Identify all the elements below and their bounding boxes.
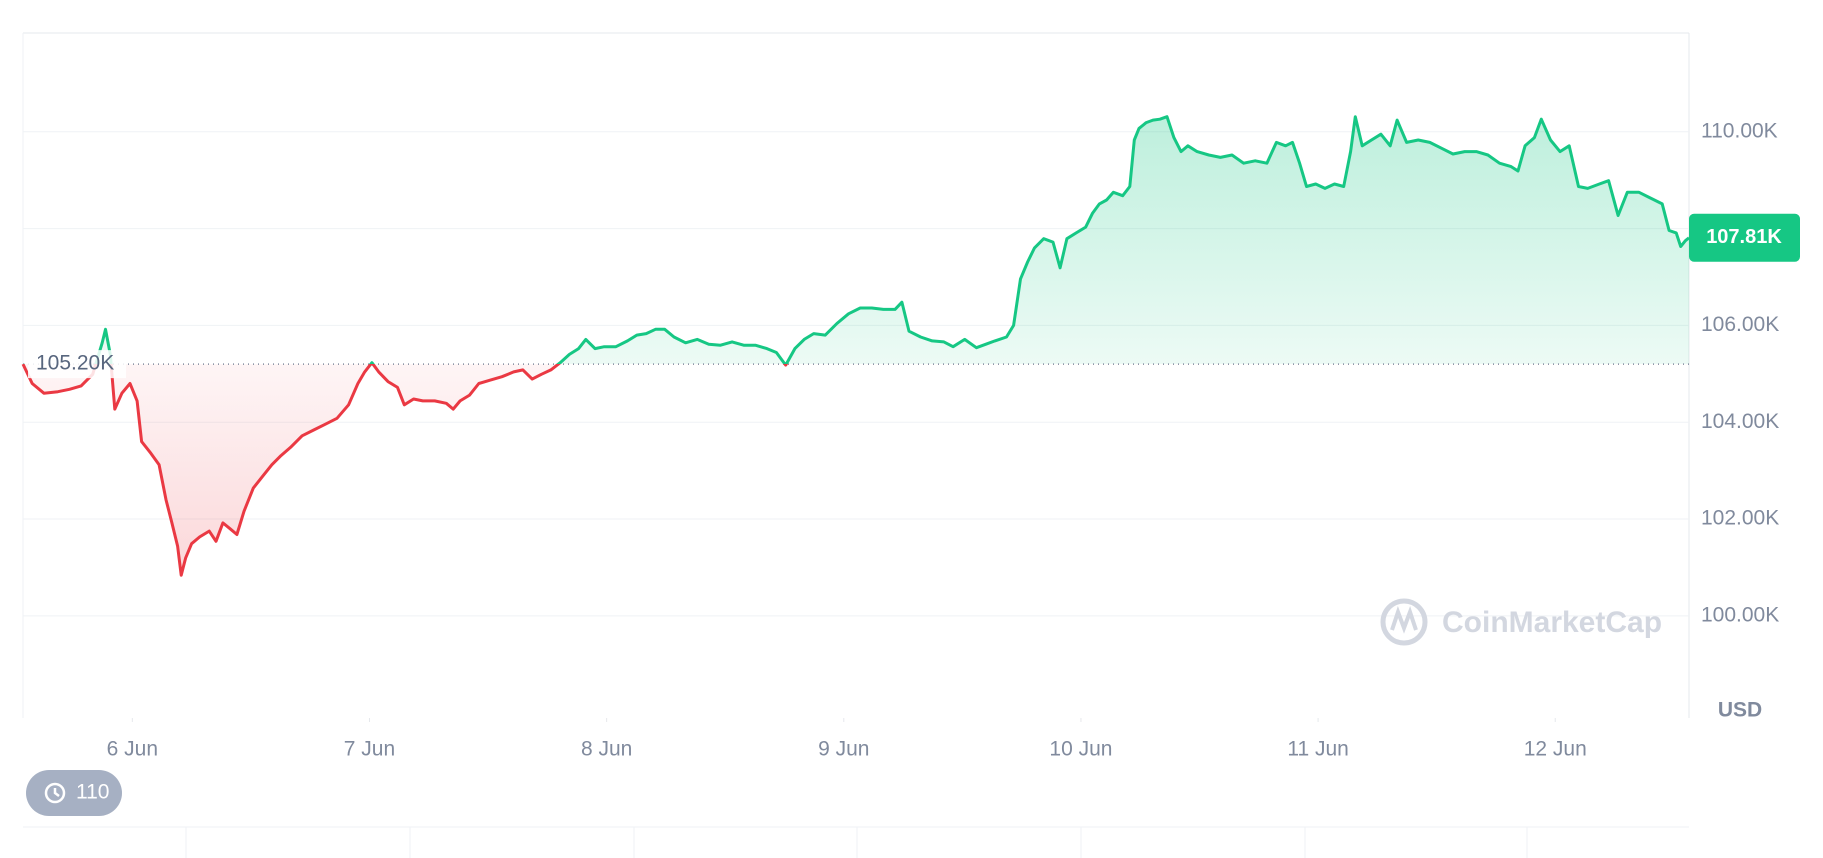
badge-bg	[26, 770, 122, 816]
price-badge-text: 107.81K	[1706, 226, 1782, 248]
currency-label: USD	[1718, 699, 1762, 722]
x-tick-label: 10 Jun	[1049, 738, 1112, 761]
baseline-label-bg	[28, 350, 126, 379]
badge-text: 110	[76, 781, 109, 804]
watermark: CoinMarketCap	[1380, 598, 1662, 646]
y-tick-label: 110.00K	[1701, 119, 1778, 142]
baseline-label: 105.20K	[36, 352, 114, 375]
badge-icon-hand	[53, 788, 60, 797]
watermark-text: CoinMarketCap	[1442, 606, 1662, 639]
price-line	[21, 115, 1690, 577]
y-tick-label: 102.00K	[1701, 507, 1779, 530]
x-tick-label: 12 Jun	[1524, 738, 1587, 761]
badge-icon	[44, 782, 66, 804]
y-tick-label: 100.00K	[1701, 603, 1779, 626]
y-tick-label: 104.00K	[1701, 410, 1779, 433]
x-tick-label: 8 Jun	[581, 738, 632, 761]
y-tick-label: 106.00K	[1701, 313, 1779, 336]
x-tick-label: 11 Jun	[1287, 738, 1349, 761]
x-tick-label: 7 Jun	[344, 738, 395, 761]
price-badge	[1689, 213, 1800, 262]
x-tick-label: 9 Jun	[818, 738, 869, 761]
x-tick-label: 6 Jun	[107, 738, 158, 761]
history-badge[interactable]: 110	[26, 770, 122, 816]
navigator	[23, 826, 1689, 858]
price-area	[23, 116, 1689, 576]
plot: 105.20K	[21, 115, 1690, 577]
